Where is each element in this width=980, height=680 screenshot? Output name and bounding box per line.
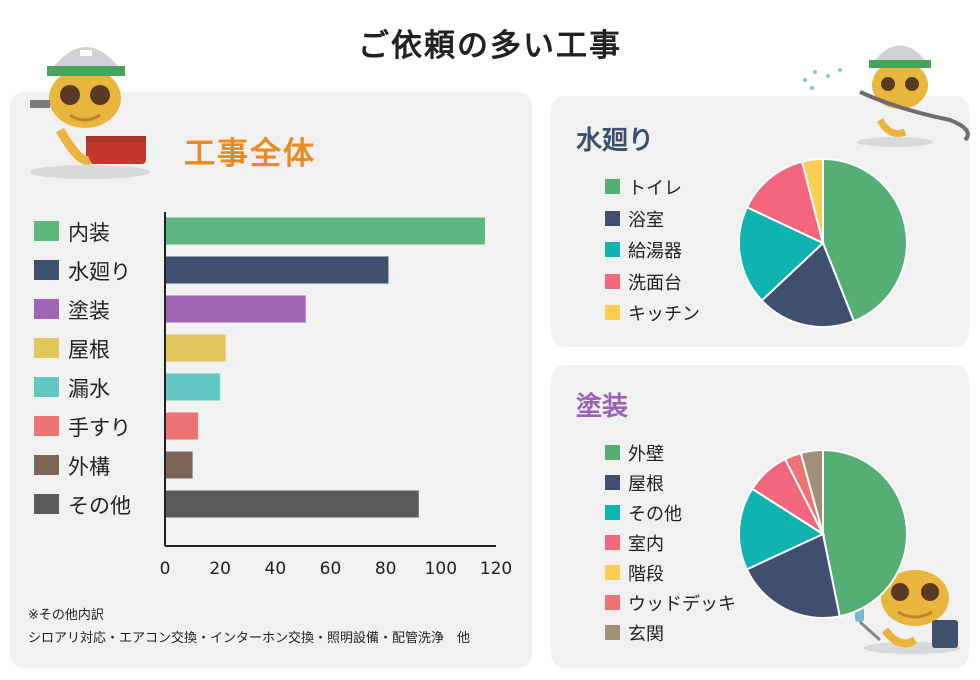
bar-swatch	[34, 338, 59, 358]
paint-chart-title: 塗装	[576, 392, 629, 422]
paint-legend-label: 屋根	[628, 474, 664, 495]
water-slice-2	[738, 205, 825, 302]
water-legend-swatch	[605, 179, 620, 194]
paint-legend-label: 外壁	[628, 444, 664, 465]
x-tick-label: 60	[320, 559, 342, 579]
water-legend-label: トイレ	[628, 178, 682, 199]
page-title: ご依頼の多い工事	[358, 28, 622, 64]
bar-5	[165, 412, 199, 440]
bar-4	[165, 373, 221, 401]
bar-category-label: 外構	[68, 455, 110, 479]
water-chart-title: 水廻り	[576, 126, 655, 156]
x-tick-label: 100	[425, 559, 457, 579]
water-legend-swatch	[605, 242, 620, 257]
water-slice-4	[800, 157, 824, 244]
bar-category-label: 漏水	[68, 377, 110, 401]
bar-category-label: 内装	[68, 221, 110, 245]
paint-legend-label: 玄関	[628, 624, 664, 645]
bar-swatch	[34, 221, 59, 241]
paint-slice-6	[799, 448, 824, 535]
paint-legend-swatch	[605, 505, 620, 520]
water-legend-swatch	[605, 273, 620, 289]
bar-category-label: 塗装	[68, 299, 110, 323]
bar-2	[165, 295, 306, 323]
paint-legend-label: 室内	[628, 534, 664, 555]
bar-category-label: 手すり	[68, 416, 131, 440]
paint-slice-1	[745, 532, 841, 619]
bar-6	[165, 451, 193, 479]
x-tick-label: 120	[480, 559, 512, 579]
overall-panel	[10, 92, 532, 668]
other-breakdown-heading: ※その他内訳	[28, 608, 104, 623]
water-slice-3	[745, 160, 825, 245]
other-breakdown-text: シロアリ対応・エアコン交換・インターホン交換・照明設備・配管洗浄 他	[28, 631, 471, 646]
paint-legend-swatch	[605, 565, 620, 580]
paint-legend-swatch	[605, 535, 620, 550]
water-legend-label: キッチン	[628, 304, 700, 325]
paint-legend-label: その他	[628, 504, 682, 525]
paint-legend-swatch	[605, 445, 620, 460]
bar-category-label: 屋根	[68, 338, 110, 362]
bar-category-label: その他	[68, 494, 131, 518]
bar-swatch	[34, 416, 59, 436]
x-tick-label: 20	[209, 559, 231, 579]
mascot-roller-icon	[855, 570, 960, 654]
paint-legend-swatch	[605, 475, 620, 490]
bar-swatch	[34, 494, 59, 514]
paint-slice-2	[738, 487, 826, 571]
bar-1	[165, 256, 389, 284]
bar-swatch	[34, 260, 59, 280]
water-legend-swatch	[605, 305, 620, 320]
water-legend-label: 浴室	[628, 209, 664, 231]
bar-swatch	[34, 455, 59, 475]
mascot-hammer-icon	[30, 47, 150, 179]
bar-3	[165, 334, 226, 362]
bar-category-label: 水廻り	[68, 260, 131, 284]
water-legend-label: 給湯器	[628, 241, 682, 262]
water-legend-swatch	[605, 210, 620, 226]
x-tick-label: 0	[160, 559, 171, 579]
paint-legend-swatch	[605, 625, 620, 640]
paint-slice-0	[822, 448, 908, 618]
bar-swatch	[34, 299, 59, 319]
water-legend-label: 洗面台	[628, 272, 682, 294]
water-slice-1	[760, 241, 856, 328]
mascot-hose-icon	[803, 45, 970, 147]
x-tick-label: 80	[375, 559, 397, 579]
x-tick-label: 40	[265, 559, 287, 579]
bar-swatch	[34, 377, 59, 397]
paint-legend-label: 階段	[628, 564, 664, 585]
bar-7	[165, 490, 419, 518]
water-slice-0	[822, 157, 908, 323]
overall-chart-title: 工事全体	[184, 136, 316, 172]
paint-legend-label: ウッドデッキ	[628, 594, 736, 615]
paint-legend-swatch	[605, 595, 620, 610]
bar-0	[165, 217, 485, 245]
